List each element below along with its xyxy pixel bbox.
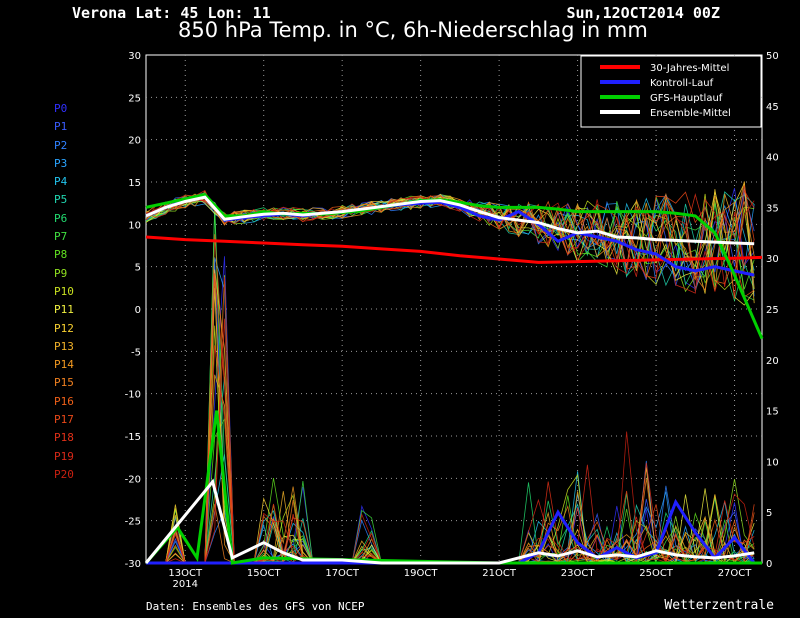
x-tick-label: 15OCT [247, 568, 282, 579]
y-left-tick-label: -20 [125, 474, 141, 485]
member-label: P16 [54, 394, 74, 408]
member-label: P19 [54, 449, 74, 463]
y-left-tick-label: 15 [128, 178, 141, 189]
x-year-label: 2014 [173, 579, 198, 590]
member-label: P20 [54, 467, 74, 481]
main-series-lines [144, 192, 764, 565]
member-label: P13 [54, 339, 74, 353]
x-tick-label: 25OCT [639, 568, 674, 579]
plot-frame [145, 54, 763, 564]
x-tick-label: 19OCT [404, 568, 439, 579]
legend-label: Kontroll-Lauf [650, 78, 714, 89]
member-label: P1 [54, 120, 68, 134]
member-temp-line [145, 194, 755, 301]
y-left-tick-label: 0 [135, 305, 141, 316]
member-label: P8 [54, 248, 68, 262]
member-label: P2 [54, 138, 68, 152]
y-right-tick-label: 45 [766, 102, 779, 113]
y-left-tick-label: 10 [128, 220, 141, 231]
series-temp-line [145, 235, 763, 264]
axis-ticks: -30 -25 -20 -15 -10 -5 0 5 10 15 20 25 30 0 5 10 15 20 25 3… [125, 51, 779, 590]
y-left-tick-label: -25 [125, 517, 141, 528]
x-tick-label: 13OCT [168, 568, 203, 579]
y-left-tick-label: 30 [128, 51, 141, 62]
member-label: P7 [54, 230, 68, 244]
brand-credit: Wetterzentrale [664, 598, 774, 613]
y-right-tick-label: 40 [766, 153, 779, 164]
legend-label: 30-Jahres-Mittel [650, 63, 729, 74]
member-label: P3 [54, 156, 68, 170]
member-label: P14 [54, 358, 74, 372]
y-left-tick-label: -30 [125, 559, 141, 570]
run-time-header: Sun,12OCT2014 00Z [566, 4, 720, 22]
series-precip-line [146, 498, 756, 565]
y-left-tick-label: -15 [125, 432, 141, 443]
chart-legend: 30-Jahres-Mittel Kontroll-Lauf GFS-Hauptla… [580, 55, 762, 128]
legend-label: GFS-Hauptlauf [650, 93, 723, 104]
member-label: P11 [54, 303, 74, 317]
y-right-tick-label: 50 [766, 51, 779, 62]
member-label: P4 [54, 175, 68, 189]
member-label: P15 [54, 376, 74, 390]
series-temp-line [145, 195, 755, 246]
x-tick-label: 23OCT [561, 568, 596, 579]
x-tick-label: 17OCT [325, 568, 360, 579]
y-right-tick-label: 30 [766, 254, 779, 265]
chart-title: 850 hPa Temp. in °C, 6h-Niederschlag in … [178, 18, 648, 42]
y-right-tick-label: 35 [766, 203, 779, 214]
series-precip-line [144, 478, 755, 565]
member-label: P6 [54, 211, 68, 225]
member-label: P9 [54, 266, 68, 280]
y-left-tick-label: -10 [125, 390, 141, 401]
y-right-tick-label: 10 [766, 457, 779, 468]
y-left-tick-label: 5 [135, 263, 141, 274]
y-left-tick-label: 20 [128, 136, 141, 147]
y-right-tick-label: 5 [766, 508, 772, 519]
member-label: P17 [54, 413, 74, 427]
legend-label: Ensemble-Mittel [650, 108, 731, 119]
location-header: Verona Lat: 45 Lon: 11 [72, 4, 271, 22]
y-right-tick-label: 15 [766, 407, 779, 418]
y-right-tick-label: 25 [766, 305, 779, 316]
ensemble-member-list: P0 P1 P2 P3 P4 P5 P6 P7 P8 P9 P10 P11 P12 P13 P14 P15 P1… [54, 100, 74, 484]
y-left-tick-label: 25 [128, 93, 141, 104]
y-right-tick-label: 0 [766, 559, 772, 570]
x-tick-label: 21OCT [482, 568, 517, 579]
member-label: P12 [54, 321, 74, 335]
data-source-credit: Daten: Ensembles des GFS von NCEP [146, 600, 365, 613]
member-label: P5 [54, 193, 68, 207]
y-left-tick-label: -5 [131, 347, 141, 358]
member-label: P18 [54, 431, 74, 445]
y-right-tick-label: 20 [766, 356, 779, 367]
x-tick-label: 27OCT [718, 568, 753, 579]
member-label: P10 [54, 284, 74, 298]
member-label: P0 [54, 102, 68, 115]
